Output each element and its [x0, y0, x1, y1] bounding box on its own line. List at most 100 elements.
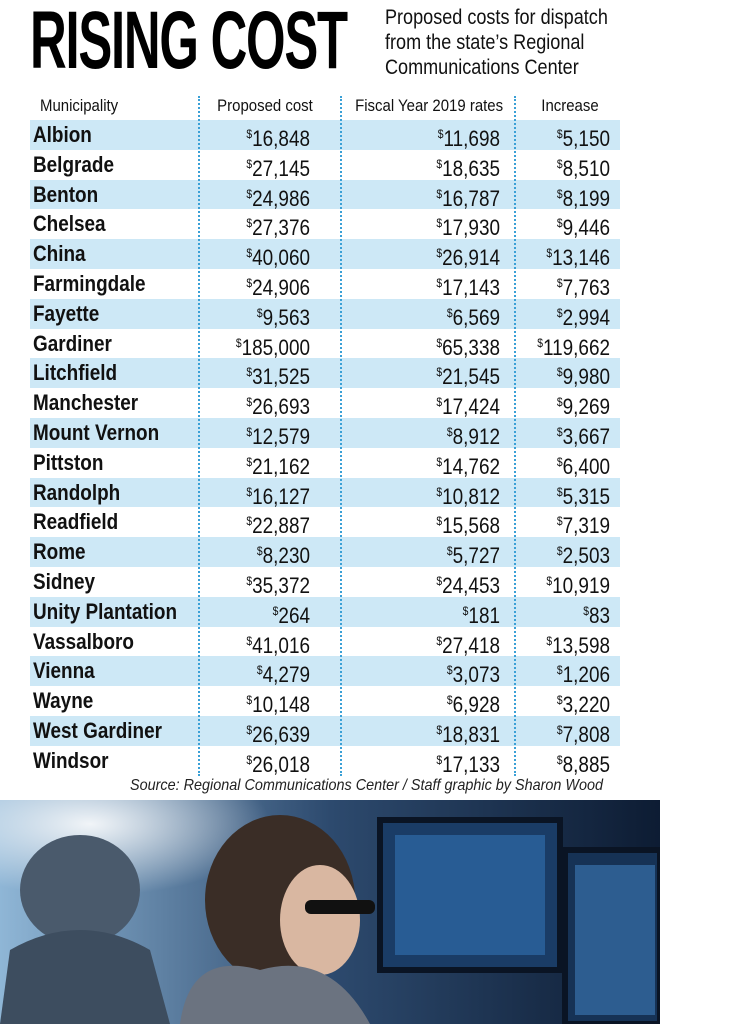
cost-cell: $6,400 — [556, 453, 610, 479]
cost-cell: $24,906 — [246, 275, 310, 300]
municipality: Farmingdale — [33, 271, 146, 296]
cost-cell: $21,545 — [436, 364, 500, 390]
row-stripe — [30, 418, 620, 448]
cost-cell: $18,831 — [436, 722, 500, 747]
municipality: Benton — [33, 181, 99, 207]
cost-cell: $15,568 — [436, 513, 500, 539]
cost-cell: $65,338 — [436, 334, 500, 360]
row-stripe — [30, 477, 620, 508]
cost-cell: $7,319 — [556, 513, 610, 539]
row-stripe — [30, 179, 620, 210]
cost-cell: $17,424 — [436, 394, 500, 420]
cost-cell: $8,885 — [556, 751, 610, 777]
cost-cell: $5,315 — [556, 483, 610, 509]
municipality: Windsor — [33, 747, 109, 773]
cost-cell: $3,667 — [556, 424, 610, 449]
cost-cell: $27,418 — [436, 632, 500, 658]
cost-cell: $26,914 — [436, 245, 500, 271]
cost-cell: $31,525 — [246, 364, 310, 390]
municipality: Unity Plantation — [33, 598, 178, 624]
cost-cell: $181 — [462, 602, 500, 628]
municipality: Mount Vernon — [33, 420, 160, 445]
cost-cell: $13,598 — [546, 632, 610, 658]
cost-cell: $7,808 — [556, 722, 610, 747]
column-header: Fiscal Year 2019 rates — [355, 96, 504, 115]
cost-cell: $10,812 — [436, 483, 500, 509]
cost-cell: $16,787 — [436, 185, 500, 211]
row-stripe — [30, 716, 620, 746]
cost-cell: $5,727 — [446, 543, 500, 569]
subtitle-line: Communications Center — [385, 56, 579, 79]
cost-cell: $24,986 — [246, 185, 310, 211]
municipality: Litchfield — [33, 360, 118, 386]
cost-cell: $18,635 — [436, 155, 500, 181]
cost-cell: $7,763 — [556, 275, 610, 300]
cost-cell: $3,073 — [446, 662, 500, 688]
cost-cell: $9,446 — [556, 215, 610, 241]
cost-cell: $26,693 — [246, 394, 310, 420]
source: Source: Regional Communications Center /… — [130, 777, 604, 794]
cost-cell: $14,762 — [436, 453, 500, 479]
cost-cell: $10,148 — [246, 692, 310, 718]
cost-cell: $185,000 — [235, 334, 310, 360]
cost-cell: $22,887 — [246, 513, 310, 539]
municipality: Sidney — [33, 569, 96, 594]
cost-cell: $35,372 — [246, 573, 310, 598]
title: RISING COST — [30, 0, 348, 86]
cost-cell: $264 — [272, 602, 310, 628]
photo — [0, 800, 660, 1024]
municipality: Fayette — [33, 300, 100, 326]
row-stripe — [30, 120, 620, 150]
cost-cell: $26,018 — [246, 751, 310, 777]
cost-cell: $27,376 — [246, 215, 310, 241]
cost-cell: $17,930 — [436, 215, 500, 241]
municipality: Randolph — [33, 479, 121, 505]
cost-cell: $27,145 — [246, 155, 310, 181]
municipality: China — [33, 241, 86, 267]
cost-cell: $16,848 — [246, 126, 310, 151]
cost-cell: $4,279 — [256, 662, 310, 688]
cost-cell: $8,230 — [256, 543, 310, 569]
cost-cell: $2,503 — [556, 543, 610, 569]
cost-cell: $6,569 — [446, 304, 500, 330]
column-header: Increase — [541, 96, 599, 115]
cost-cell: $16,127 — [246, 483, 310, 509]
cost-cell: $17,143 — [436, 275, 500, 300]
column-header: Municipality — [40, 96, 119, 115]
column-header: Proposed cost — [217, 96, 313, 115]
municipality: Belgrade — [33, 151, 114, 177]
cost-cell: $1,206 — [556, 662, 610, 688]
row-stripe — [30, 239, 620, 269]
cost-cell: $17,133 — [436, 751, 500, 777]
cost-cell: $2,994 — [556, 304, 610, 330]
cost-cell: $21,162 — [246, 453, 310, 479]
cost-cell: $6,928 — [446, 692, 500, 718]
cost-cell: $24,453 — [436, 573, 500, 598]
cost-cell: $9,563 — [256, 304, 310, 330]
cost-cell: $8,912 — [446, 424, 500, 449]
cost-cell: $5,150 — [556, 126, 610, 151]
cost-cell: $9,980 — [556, 364, 610, 390]
column-separator — [198, 96, 200, 776]
cost-cell: $8,510 — [556, 155, 610, 181]
municipality: Manchester — [33, 390, 139, 416]
municipality: Rome — [33, 539, 86, 565]
column-separator — [514, 96, 516, 776]
municipality: Vassalboro — [33, 628, 134, 654]
municipality: Pittston — [33, 449, 104, 475]
cost-cell: $3,220 — [556, 692, 610, 718]
municipality: Vienna — [33, 658, 95, 684]
cost-cell: $119,662 — [537, 334, 610, 360]
municipality: Gardiner — [33, 330, 112, 356]
municipality: Readfield — [33, 509, 119, 535]
row-stripe — [30, 537, 620, 567]
cost-cell: $26,639 — [246, 722, 310, 747]
subtitle-line: from the state’s Regional — [385, 31, 585, 54]
cost-cell: $40,060 — [246, 245, 310, 271]
municipality: Wayne — [33, 688, 94, 714]
row-stripe — [30, 656, 620, 687]
subtitle-line: Proposed costs for dispatch — [385, 6, 608, 29]
column-separator — [340, 96, 342, 776]
municipality: Chelsea — [33, 211, 106, 237]
